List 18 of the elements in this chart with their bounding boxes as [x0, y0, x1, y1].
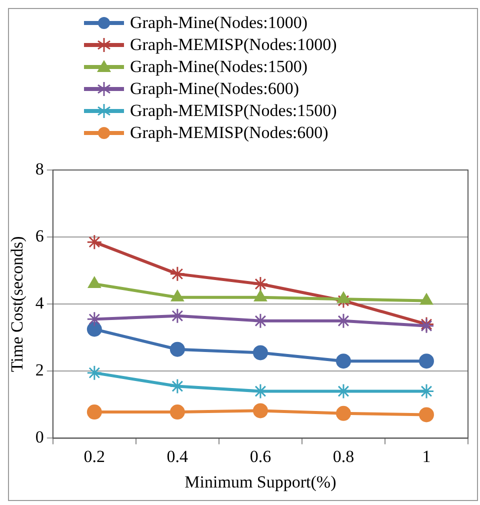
- y-tick-label: 2: [35, 360, 44, 380]
- x-tick-label: 0.2: [84, 446, 106, 466]
- y-axis-title: Time Cost(seconds): [8, 236, 27, 372]
- legend-label: Graph-MEMISP(Nodes:1000): [130, 34, 337, 56]
- legend-label: Graph-MEMISP(Nodes:600): [130, 122, 328, 144]
- legend-label: Graph-MEMISP(Nodes:1500): [130, 100, 337, 122]
- legend-label: Graph-Mine(Nodes:1000): [130, 12, 308, 34]
- y-tick-label: 4: [35, 294, 44, 313]
- x-tick-label: 0.8: [332, 446, 354, 466]
- y-tick-label: 8: [35, 159, 44, 178]
- x-tick-label: 0.6: [250, 446, 272, 466]
- x-tick-label: 0.4: [166, 446, 189, 466]
- legend-label: Graph-Mine(Nodes:1500): [130, 56, 308, 78]
- x-axis-title: Minimum Support(%): [184, 472, 336, 492]
- y-tick-label: 6: [35, 226, 44, 246]
- x-tick-label: 1: [422, 446, 431, 466]
- legend-label: Graph-Mine(Nodes:600): [130, 78, 300, 100]
- y-tick-label: 0: [35, 428, 44, 447]
